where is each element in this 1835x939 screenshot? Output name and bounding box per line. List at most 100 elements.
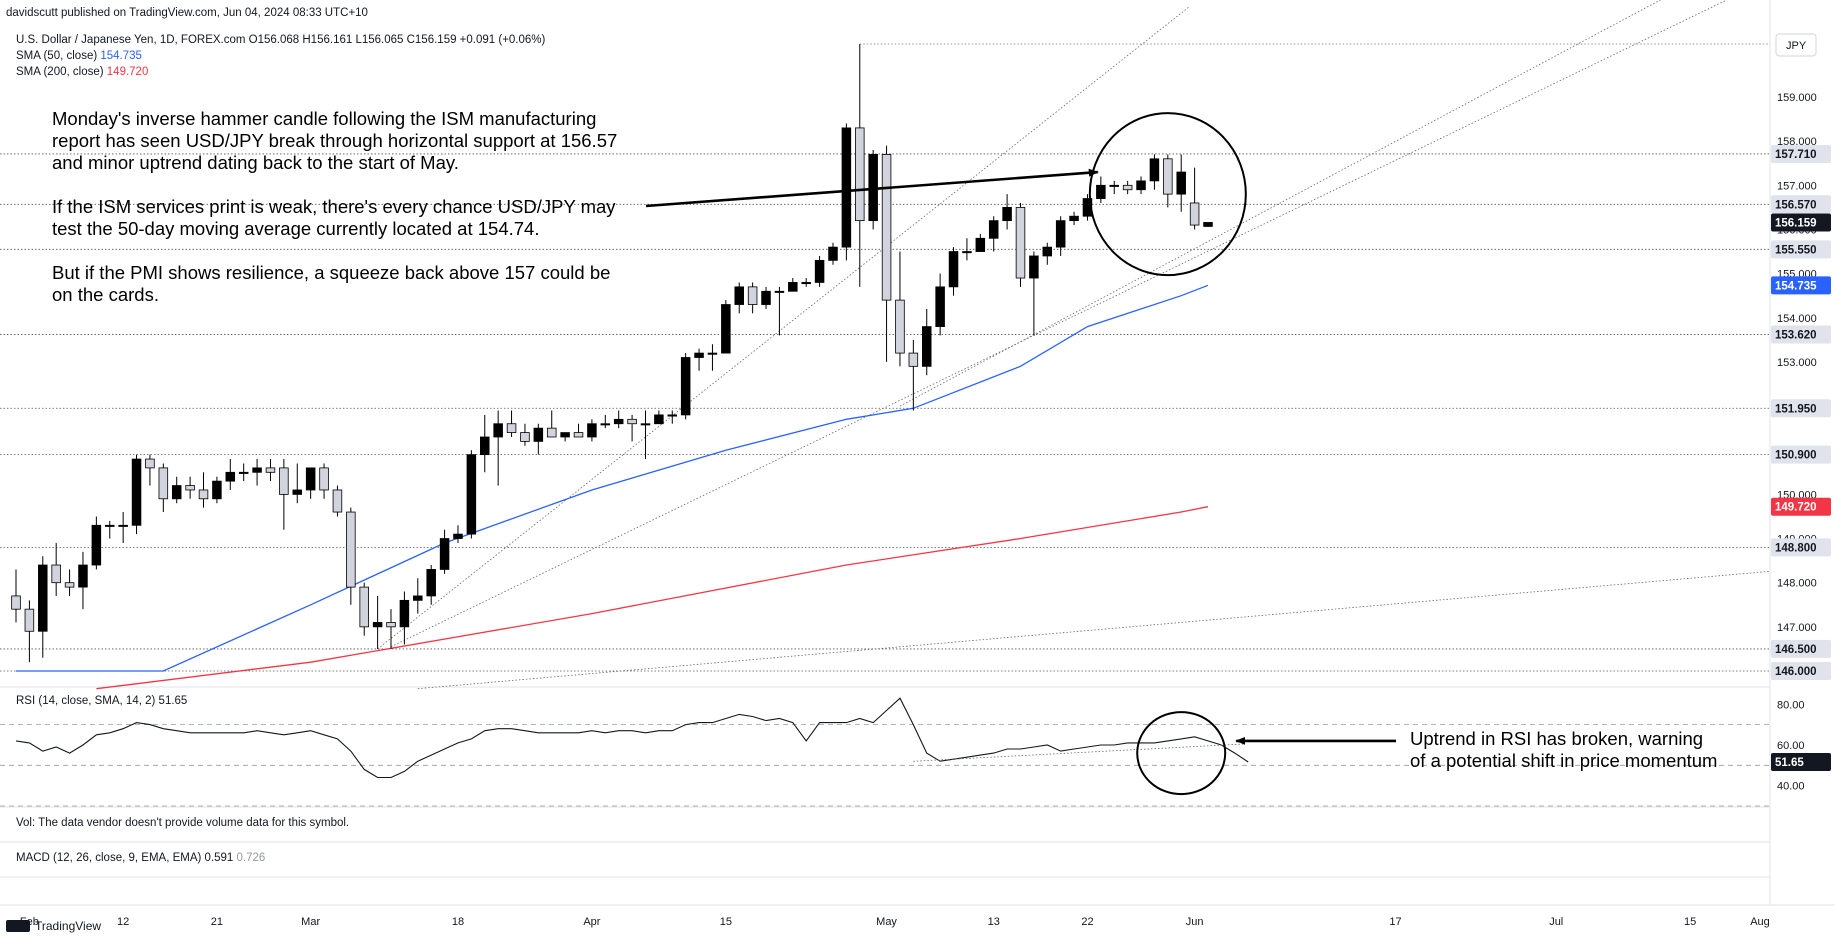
price-tick-label: 159.000 <box>1777 92 1817 104</box>
sma50-tag: 154.735 <box>1775 280 1817 292</box>
level-tag: 150.900 <box>1775 450 1817 462</box>
candle-body <box>533 427 544 442</box>
current-price-tag-bg <box>1771 213 1831 232</box>
currency-box <box>1775 33 1817 57</box>
candle-body <box>279 467 289 495</box>
candle-body <box>64 582 75 588</box>
candle-body <box>372 622 383 628</box>
candle-body <box>613 418 624 425</box>
candle-body <box>908 352 919 367</box>
candle-body <box>546 427 557 438</box>
candle-body <box>587 423 597 438</box>
candle-body <box>1029 255 1039 279</box>
candle-body <box>265 467 276 473</box>
footer-brand[interactable]: TradingView <box>6 919 101 933</box>
price-tick-label: 154.000 <box>1777 313 1817 325</box>
annotation-line: Uptrend in RSI has broken, warning <box>1410 728 1704 749</box>
volume-note: Vol: The data vendor doesn't provide vol… <box>16 817 350 829</box>
candle-body <box>788 282 798 292</box>
candle-body <box>413 595 423 601</box>
rsi-legend-value: 51.65 <box>158 695 188 707</box>
candle-body <box>145 458 155 469</box>
sma200-legend: SMA (200, close) 149.720 <box>16 66 148 78</box>
level-tag-bg <box>1771 445 1831 464</box>
candle-body <box>305 467 316 491</box>
price-tick-label: 147.000 <box>1777 622 1817 634</box>
candle-body <box>573 432 584 438</box>
level-tag: 148.800 <box>1775 542 1817 554</box>
candle-body <box>774 290 785 293</box>
candle-body <box>11 595 21 610</box>
time-tick-label: 12 <box>117 916 129 928</box>
candle-body <box>1109 184 1120 187</box>
panel-separators <box>0 0 1835 906</box>
candle-body <box>252 467 262 473</box>
candle-body <box>721 304 731 354</box>
time-tick-label: Jul <box>1549 916 1563 928</box>
time-axis: Feb1221Mar18Apr15May1322Jun17Jul15Aug <box>20 916 1770 928</box>
time-tick-label: 15 <box>720 916 732 928</box>
level-tag-bg <box>1771 144 1831 163</box>
candle-body <box>1096 184 1106 199</box>
rsi-tick-label: 40.00 <box>1777 781 1805 793</box>
candle-body <box>1122 184 1133 191</box>
sma200-tag-bg <box>1771 497 1831 516</box>
level-tag: 151.950 <box>1775 403 1817 415</box>
annotation-arrow <box>645 168 1099 208</box>
rsi-highlight-circle <box>1136 711 1227 796</box>
candle-body <box>895 299 905 354</box>
candle-body <box>1176 171 1186 195</box>
candle-body <box>560 432 570 438</box>
sma50-label: SMA (50, close) <box>16 50 98 62</box>
candle-body <box>493 423 503 438</box>
candle-body <box>975 237 986 252</box>
candle-body <box>426 569 436 597</box>
level-tag: 156.570 <box>1775 199 1817 211</box>
candle-body <box>667 414 678 417</box>
candle-body <box>118 524 128 527</box>
time-tick-label: 13 <box>988 916 1000 928</box>
candle-body <box>332 489 343 513</box>
candle-body <box>520 432 530 442</box>
candle-body <box>680 357 691 416</box>
sma200-label: SMA (200, close) <box>16 66 104 78</box>
level-tag: 146.000 <box>1775 666 1817 678</box>
candlesticks <box>11 44 1213 663</box>
candle-body <box>466 454 477 535</box>
candle-body <box>1042 246 1053 257</box>
candle-body <box>1136 180 1146 191</box>
candle-body <box>131 458 142 526</box>
price-tick-label: 148.000 <box>1777 578 1817 590</box>
time-tick-label: Aug <box>1750 916 1770 928</box>
sma50-line <box>16 284 1209 672</box>
annotation-line <box>52 174 617 196</box>
trendline <box>390 0 1728 648</box>
sma50-tag-bg <box>1771 276 1831 295</box>
annotation-line: on the cards. <box>52 284 159 305</box>
rsi-legend: RSI (14, close, SMA, 14, 2) 51.65 <box>16 695 187 707</box>
candle-body <box>988 220 999 239</box>
trendline <box>417 570 1771 690</box>
candle-body <box>158 467 169 500</box>
annotation-line: Monday's inverse hammer candle following… <box>52 108 597 129</box>
symbol-name: U.S. Dollar / Japanese Yen, 1D, FOREX.co… <box>16 34 246 46</box>
symbol-legend: U.S. Dollar / Japanese Yen, 1D, FOREX.co… <box>16 34 545 46</box>
annotation-line: report has seen USD/JPY break through ho… <box>52 130 618 151</box>
candle-body <box>962 251 972 254</box>
sma200-line <box>96 506 1209 690</box>
candle-body <box>734 286 744 305</box>
candle-body <box>1002 206 1012 222</box>
annotation-main: Monday's inverse hammer candle following… <box>52 108 617 306</box>
moving-averages <box>16 284 1209 690</box>
candle-body <box>627 418 637 425</box>
macd-value: 0.591 <box>204 852 234 864</box>
sma200-tag: 149.720 <box>1775 502 1817 514</box>
candle-body <box>855 127 865 222</box>
time-tick-label: Jun <box>1186 916 1204 928</box>
time-tick-label: 18 <box>452 916 464 928</box>
candle-body <box>319 467 329 491</box>
time-tick-label: Apr <box>583 916 600 928</box>
level-tag: 146.500 <box>1775 644 1817 656</box>
rsi-tick-label: 80.00 <box>1777 699 1805 711</box>
candle-body <box>1149 158 1160 182</box>
